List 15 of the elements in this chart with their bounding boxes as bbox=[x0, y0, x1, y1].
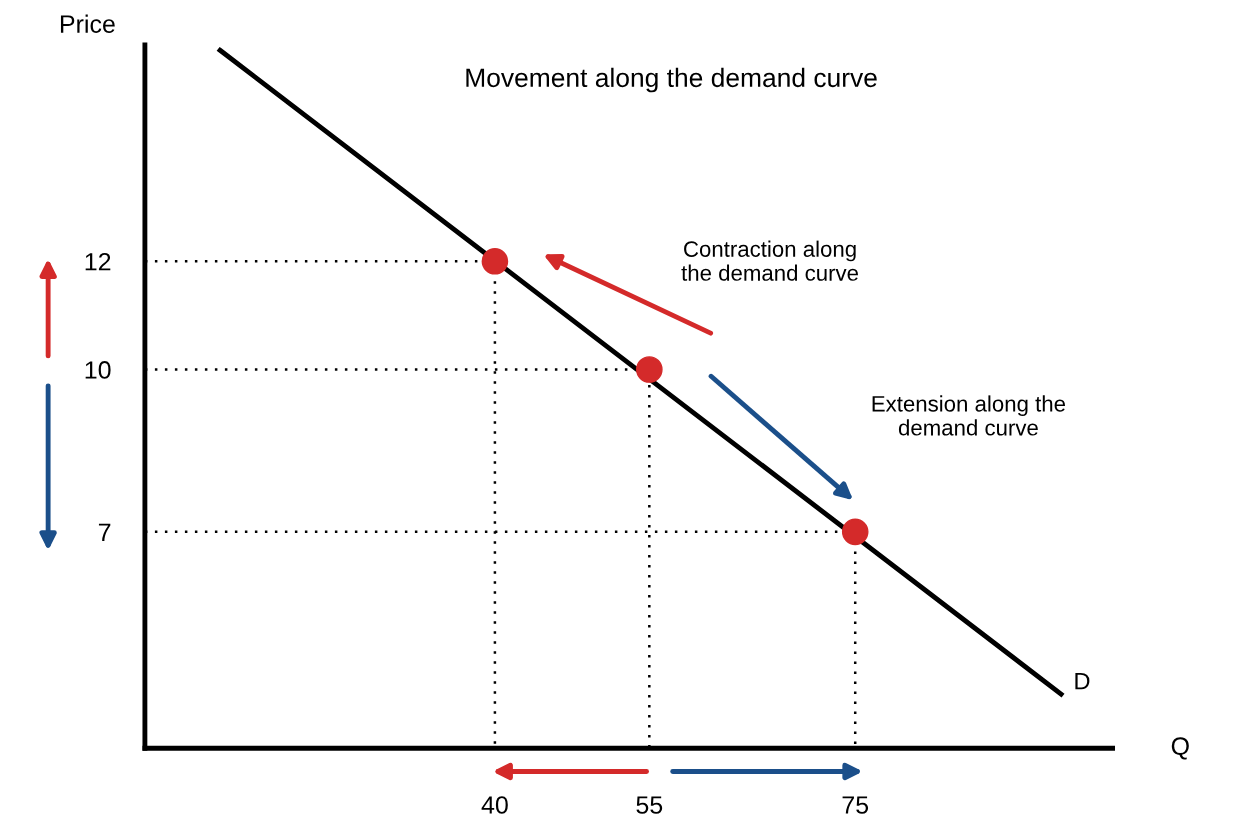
y-axis-title: Price bbox=[60, 14, 115, 33]
point bbox=[636, 356, 663, 383]
point bbox=[481, 247, 509, 275]
annotation: Extension along the demand curve bbox=[872, 395, 1066, 436]
y-tick-label: 10 bbox=[85, 361, 111, 379]
text: Movement along the demand curve bbox=[466, 67, 877, 93]
series-label: D bbox=[1075, 673, 1090, 690]
y-tick-label: 7 bbox=[98, 523, 111, 541]
x-tick-label: 55 bbox=[636, 796, 663, 814]
y-tick-label: 12 bbox=[85, 252, 111, 271]
x-axis-title: Q bbox=[1171, 737, 1189, 760]
annotation: Contraction along the demand curve bbox=[681, 240, 858, 281]
x-tick-label: 75 bbox=[842, 796, 869, 814]
x-tick-label: 40 bbox=[481, 796, 508, 814]
point bbox=[841, 518, 869, 546]
